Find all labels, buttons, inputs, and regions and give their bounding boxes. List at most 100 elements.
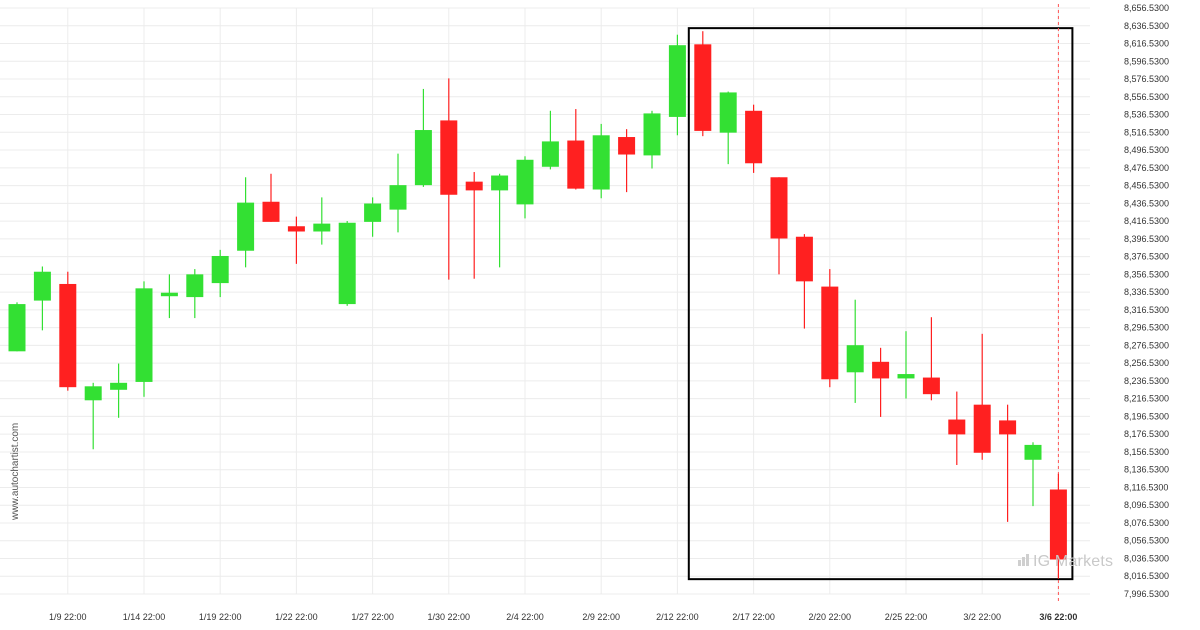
y-tick-label: 8,156.5300 — [1124, 447, 1169, 457]
x-tick-label: 1/19 22:00 — [199, 612, 242, 622]
y-tick-label: 8,396.5300 — [1124, 234, 1169, 244]
candle-up — [313, 223, 331, 232]
x-tick-label: 1/30 22:00 — [428, 612, 471, 622]
candle-down — [872, 361, 890, 379]
x-tick-label: 2/25 22:00 — [885, 612, 928, 622]
candle-down — [795, 236, 813, 282]
x-tick-label: 2/12 22:00 — [656, 612, 699, 622]
logo-bars-icon — [1018, 553, 1030, 571]
candle-down — [618, 137, 636, 155]
candle-up — [338, 222, 356, 305]
y-tick-label: 8,316.5300 — [1124, 305, 1169, 315]
candle-up — [846, 345, 864, 373]
y-tick-label: 8,116.5300 — [1124, 482, 1168, 492]
y-tick-label: 8,076.5300 — [1124, 518, 1169, 528]
x-tick-label: 2/9 22:00 — [582, 612, 620, 622]
candle-up — [592, 135, 610, 190]
y-tick-label: 8,436.5300 — [1124, 198, 1169, 208]
logo-text: IG Markets — [1033, 553, 1114, 570]
candle-down — [262, 201, 280, 222]
candle-up — [491, 175, 509, 191]
y-tick-label: 8,336.5300 — [1124, 287, 1169, 297]
candle-down — [465, 181, 483, 191]
candle-down — [973, 404, 991, 453]
y-tick-label: 8,456.5300 — [1124, 181, 1169, 191]
x-axis: 1/9 22:00 1/14 22:00 1/19 22:00 1/22 22:00 1… — [49, 612, 1077, 622]
y-tick-label: 8,176.5300 — [1124, 429, 1169, 439]
y-tick-label: 8,376.5300 — [1124, 252, 1169, 262]
candle-up — [8, 304, 26, 352]
candle-down — [770, 177, 788, 239]
candle-down — [922, 377, 940, 395]
candle-down — [948, 419, 966, 435]
candle-up — [211, 255, 229, 284]
candle-up — [1024, 444, 1042, 460]
x-tick-label: 3/6 22:00 — [1039, 612, 1077, 622]
candle-up — [110, 382, 128, 390]
x-tick-label: 1/9 22:00 — [49, 612, 87, 622]
y-tick-label: 7,996.5300 — [1124, 589, 1169, 599]
candle-down — [999, 420, 1017, 435]
pattern-box-layer — [687, 4, 1074, 602]
y-tick-label: 8,136.5300 — [1124, 465, 1169, 475]
candle-up — [668, 45, 686, 117]
candle-up — [160, 292, 178, 297]
y-tick-label: 8,416.5300 — [1124, 216, 1169, 226]
x-tick-label: 1/22 22:00 — [275, 612, 318, 622]
candle-down — [59, 283, 77, 388]
y-tick-label: 8,516.5300 — [1124, 127, 1169, 137]
candles-layer — [8, 31, 1067, 579]
y-tick-label: 8,236.5300 — [1124, 376, 1169, 386]
y-tick-label: 8,196.5300 — [1124, 411, 1169, 421]
pattern-rectangle — [687, 27, 1074, 581]
candle-down — [1049, 489, 1067, 560]
y-tick-label: 8,496.5300 — [1124, 145, 1169, 155]
ig-markets-logo: IG Markets — [1018, 553, 1113, 571]
x-tick-label: 2/20 22:00 — [809, 612, 852, 622]
candle-up — [33, 271, 51, 301]
x-tick-label: 1/27 22:00 — [351, 612, 394, 622]
candle-up — [186, 274, 204, 298]
autochartist-watermark: www.autochartist.com — [10, 422, 21, 520]
y-tick-label: 8,096.5300 — [1124, 500, 1169, 510]
y-tick-label: 8,596.5300 — [1124, 56, 1169, 66]
candle-up — [719, 92, 737, 133]
y-tick-label: 8,036.5300 — [1124, 553, 1169, 563]
chart-grid — [0, 7, 1090, 595]
y-tick-label: 8,216.5300 — [1124, 394, 1169, 404]
candle-up — [541, 141, 559, 167]
candle-down — [567, 140, 585, 189]
candle-up — [135, 288, 153, 382]
candle-up — [364, 203, 382, 222]
candle-up — [84, 386, 102, 401]
x-tick-label: 2/4 22:00 — [506, 612, 544, 622]
candle-up — [516, 159, 534, 205]
y-tick-label: 8,056.5300 — [1124, 536, 1169, 546]
y-tick-label: 8,616.5300 — [1124, 39, 1169, 49]
y-tick-label: 8,556.5300 — [1124, 92, 1169, 102]
y-tick-label: 8,656.5300 — [1124, 3, 1169, 13]
x-tick-label: 2/17 22:00 — [732, 612, 775, 622]
y-tick-label: 8,356.5300 — [1124, 269, 1169, 279]
candle-up — [643, 113, 661, 156]
x-tick-label: 1/14 22:00 — [123, 612, 166, 622]
candle-down — [745, 110, 763, 164]
y-tick-label: 8,256.5300 — [1124, 358, 1169, 368]
candle-down — [440, 120, 458, 195]
x-tick-label: 3/2 22:00 — [963, 612, 1001, 622]
candle-down — [287, 226, 305, 232]
y-tick-label: 8,636.5300 — [1124, 21, 1169, 31]
y-tick-label: 8,476.5300 — [1124, 163, 1169, 173]
candle-down — [694, 44, 712, 131]
candle-up — [389, 185, 407, 210]
candle-down — [821, 286, 839, 380]
y-axis: 8,656.5300 8,636.5300 8,616.5300 8,596.5300… — [1124, 3, 1169, 599]
candle-up — [237, 202, 255, 251]
y-tick-label: 8,296.5300 — [1124, 323, 1169, 333]
y-tick-label: 8,536.5300 — [1124, 110, 1169, 120]
y-tick-label: 8,276.5300 — [1124, 340, 1169, 350]
y-tick-label: 8,016.5300 — [1124, 571, 1169, 581]
y-tick-label: 8,576.5300 — [1124, 74, 1169, 84]
candle-up — [414, 130, 432, 186]
